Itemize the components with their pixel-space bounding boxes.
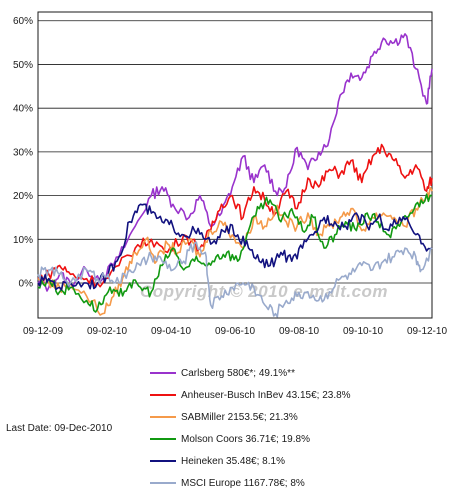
y-tick-label: 40% [13,104,33,115]
last-date-label: Last Date: 09-Dec-2010 [6,423,113,434]
series-line [37,193,433,313]
legend-swatch [150,482,176,484]
legend-item: Heineken 35.48€; 8.1% [150,450,351,472]
x-tick-label: 09-06-10 [215,326,255,337]
x-tick-label: 09-04-10 [151,326,191,337]
x-axis-tick-labels: 09-12-09 09-02-10 09-04-10 09-06-10 09-08-10… [23,326,447,337]
legend-item: Molson Coors 36.71€; 19.8% [150,428,351,450]
legend-label: Molson Coors 36.71€; 19.8% [181,433,310,445]
legend-label: SABMiller 2153.5€; 21.3% [181,411,298,423]
x-tick-label: 09-12-10 [407,326,447,337]
legend-item: MSCI Europe 1167.78€; 8% [150,472,351,494]
legend-swatch [150,416,176,418]
legend-label: Heineken 35.48€; 8.1% [181,455,285,467]
y-tick-label: 30% [13,147,33,158]
y-tick-label: 20% [13,191,33,202]
legend-item: Carlsberg 580€*; 49.1%** [150,362,351,384]
legend-swatch [150,438,176,440]
x-tick-label: 09-08-10 [279,326,319,337]
legend-label: MSCI Europe 1167.78€; 8% [181,477,305,489]
legend-label: Anheuser-Busch InBev 43.15€; 23.8% [181,389,351,401]
x-tick-label: 09-12-09 [23,326,63,337]
legend: Carlsberg 580€*; 49.1%** Anheuser-Busch I… [150,362,351,494]
y-axis-tick-labels: 0% 10% 20% 30% 40% 50% 60% [13,16,33,289]
copyright-watermark: Copyright © 2010 e-malt.com [140,282,388,301]
y-tick-label: 50% [13,60,33,71]
plot-frame [37,11,433,319]
series-line [37,143,433,288]
grid-lines [38,20,432,284]
legend-item: Anheuser-Busch InBev 43.15€; 23.8% [150,384,351,406]
legend-swatch [150,460,176,462]
series-lines [37,33,433,318]
series-line [37,241,433,318]
line-chart: 0%10%20%30%40%50%60% 09-12-09 09-02-10 09-… [13,11,447,337]
x-tick-label: 09-10-10 [343,326,383,337]
y-tick-label: 10% [13,235,33,246]
y-tick-label: 60% [13,16,33,27]
legend-swatch [150,394,176,396]
legend-swatch [150,372,176,374]
legend-label: Carlsberg 580€*; 49.1%** [181,367,295,379]
series-line [37,33,433,292]
x-tick-label: 09-02-10 [87,326,127,337]
y-tick-label: 0% [19,279,34,290]
legend-item: SABMiller 2153.5€; 21.3% [150,406,351,428]
